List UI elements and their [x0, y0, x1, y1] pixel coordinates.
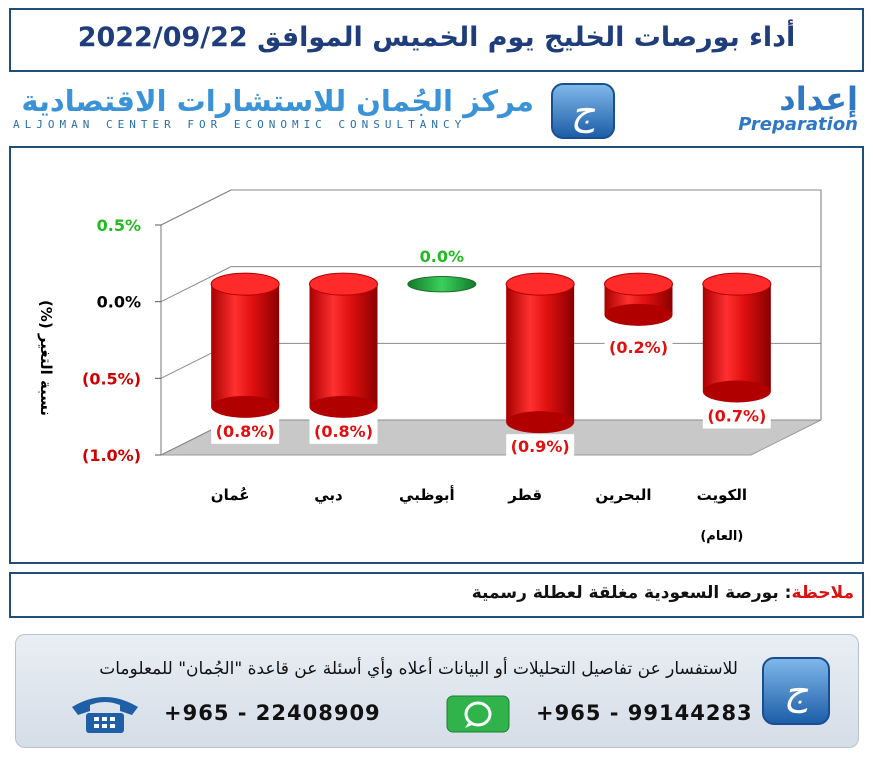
data-label: (0.8%)	[211, 418, 280, 444]
whatsapp-phone-number[interactable]: +965 - 99144283	[536, 701, 753, 725]
x-category-label: دبي	[314, 486, 343, 504]
data-label-text: (0.8%)	[314, 422, 373, 441]
footer-scroll: للاستفسار عن تفاصيل التحليلات أو البيانا…	[15, 634, 859, 748]
chart-panel: 0.5% 0.0% (0.5%) (1.0%) (0.7%) الكويت (العام) (…	[9, 146, 864, 564]
data-label-text: (0.7%)	[707, 407, 766, 426]
bar	[407, 275, 477, 293]
bar-top	[210, 272, 280, 296]
y-tick-label: 0.0%	[97, 293, 141, 312]
note-text: بورصة السعودية مغلقة لعطلة رسمية	[471, 583, 779, 603]
chart-bars	[210, 272, 772, 434]
note-label: ملاحظة	[791, 583, 854, 603]
x-category-label: البحرين	[595, 486, 651, 504]
preparation-label-arabic: إعداد	[779, 80, 858, 118]
x-category-label: (العام)	[700, 529, 743, 544]
y-axis-title: نسبة التغير (%)	[37, 300, 55, 416]
bar-body	[702, 284, 771, 392]
data-label-text: (0.9%)	[511, 437, 570, 456]
bar-body	[506, 284, 575, 423]
data-label-box	[506, 434, 575, 460]
telephone-icon[interactable]	[68, 691, 142, 735]
bar-top	[309, 272, 378, 296]
bar-bottom	[702, 380, 771, 403]
brand-name-english: ALJOMAN CENTER FOR ECONOMIC CONSULTANCY	[13, 118, 467, 131]
bar	[505, 272, 575, 434]
y-tick-label: (1.0%)	[82, 446, 141, 465]
data-label-box	[309, 418, 378, 444]
brand-name-arabic: مركز الجُمان للاستشارات الاقتصادية	[21, 84, 534, 118]
data-label: (0.7%)	[702, 403, 771, 429]
bar-body	[309, 284, 378, 407]
y-tick-label: (0.5%)	[82, 369, 141, 388]
data-label-box	[604, 334, 673, 360]
x-category-label: الكويت	[697, 486, 747, 504]
page-title: أداء بورصات الخليج يوم الخميس الموافق 20…	[77, 22, 796, 53]
note-line: ملاحظة: بورصة السعودية مغلقة لعطلة رسمية	[472, 583, 854, 603]
x-category-label: أبوظبي	[399, 485, 455, 504]
data-label-box	[702, 403, 771, 429]
chart-labels: 0.5% 0.0% (0.5%) (1.0%) (0.7%) الكويت (العام) (…	[82, 216, 771, 544]
title-panel: أداء بورصات الخليج يوم الخميس الموافق 20…	[9, 8, 864, 72]
data-label: (0.8%)	[309, 418, 378, 444]
bar-top	[505, 272, 575, 296]
logo-glyph: ج	[570, 89, 596, 133]
brand-banner: مركز الجُمان للاستشارات الاقتصادية ALJOM…	[9, 80, 864, 139]
data-label-text: (0.8%)	[216, 422, 275, 441]
bar	[210, 272, 280, 418]
data-label: 0.0%	[420, 247, 464, 266]
contact-footer: للاستفسار عن تفاصيل التحليلات أو البيانا…	[9, 624, 864, 754]
bar-chart: 0.5% 0.0% (0.5%) (1.0%) (0.7%) الكويت (العام) (…	[37, 189, 822, 544]
y-tick-label: 0.5%	[97, 216, 141, 235]
gridline	[160, 266, 821, 303]
aljoman-logo-icon: ج	[762, 657, 830, 725]
bar-bottom	[506, 411, 575, 434]
x-category-label: عُمان	[211, 486, 250, 504]
bar	[702, 272, 772, 403]
bar-body	[211, 284, 280, 407]
bar-bottom	[309, 395, 378, 418]
note-colon: :	[778, 583, 792, 603]
data-label: (0.2%)	[604, 334, 673, 360]
footer-logo-glyph: ج	[783, 669, 809, 713]
whatsapp-icon[interactable]	[446, 695, 510, 733]
landline-phone-number[interactable]: +965 - 22408909	[164, 701, 381, 725]
x-category-label: قطر	[507, 486, 542, 504]
bar-bottom	[604, 303, 673, 326]
bar-disc	[407, 275, 477, 293]
footer-inquiry-text: للاستفسار عن تفاصيل التحليلات أو البيانا…	[99, 659, 738, 679]
aljoman-logo-icon: ج	[551, 83, 615, 139]
bar-top	[702, 272, 772, 296]
data-label: (0.9%)	[506, 434, 575, 460]
bar-bottom	[211, 395, 280, 418]
data-label-text: 0.0%	[420, 247, 464, 266]
data-label-text: (0.2%)	[609, 338, 668, 357]
note-panel: ملاحظة: بورصة السعودية مغلقة لعطلة رسمية	[9, 572, 864, 618]
data-label-box	[211, 418, 280, 444]
gridline	[160, 189, 821, 226]
bar-top	[604, 272, 673, 296]
bar	[309, 272, 378, 418]
preparation-label-english: Preparation	[738, 114, 858, 135]
bar	[604, 272, 673, 326]
